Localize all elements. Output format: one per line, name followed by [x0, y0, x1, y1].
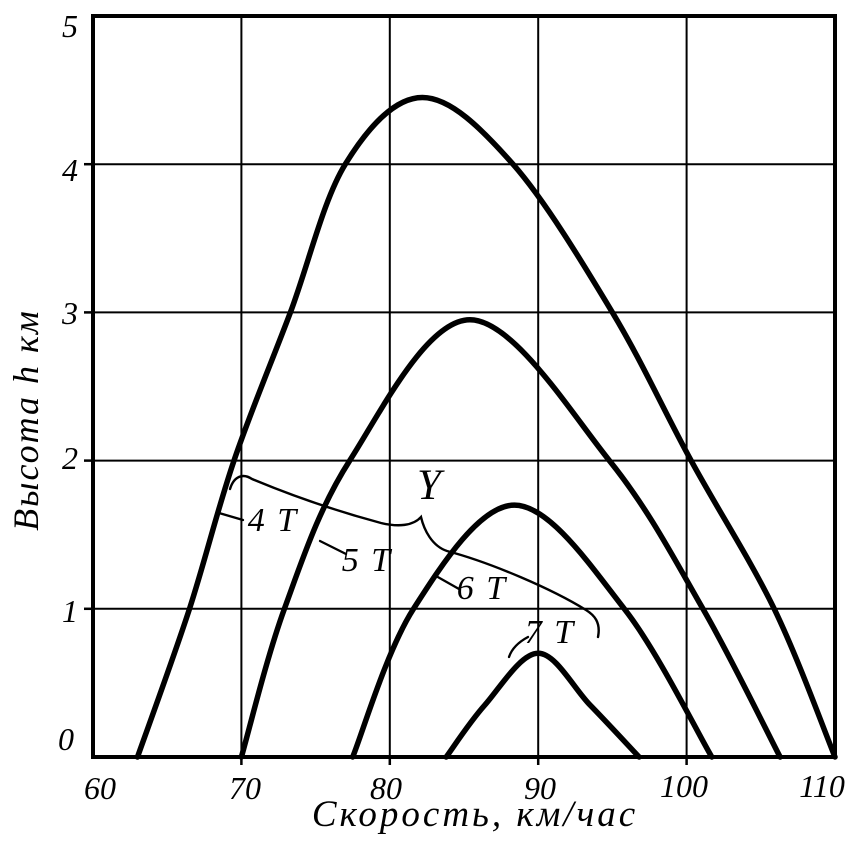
y-tick-label-2: 2	[62, 440, 78, 476]
curve-label-7t: 7 Т	[524, 614, 576, 651]
x-tick-label-100: 100	[660, 768, 708, 804]
x-tick-label-60: 60	[84, 770, 116, 806]
y-tick-label-0: 0	[58, 721, 74, 757]
x-tick-label-70: 70	[229, 770, 261, 806]
y-tick-label-5: 5	[62, 8, 78, 44]
x-tick-label-80: 80	[370, 770, 402, 806]
y-tick-label-1: 1	[62, 593, 78, 629]
y-axis-title: Высота h км	[6, 309, 46, 531]
curve-label-5t: 5 Т	[341, 542, 393, 579]
y-tick-label-3: 3	[62, 295, 78, 331]
curve-6t	[349, 502, 715, 760]
x-axis-title: Скорость, км/час	[311, 794, 639, 835]
group-label: Y	[417, 462, 441, 509]
leader-6t	[434, 574, 461, 591]
leader-7t	[507, 635, 530, 659]
leader-4t	[217, 511, 245, 522]
curve-label-4t: 4 Т	[247, 502, 299, 539]
y-tick-label-4: 4	[62, 152, 78, 188]
curve-5t	[238, 317, 783, 760]
curve-4t	[134, 94, 838, 760]
leader-5t	[318, 539, 348, 556]
x-tick-label-110: 110	[799, 768, 845, 804]
group-brace-leader	[228, 474, 600, 639]
x-tick-label-90: 90	[524, 770, 556, 806]
curve-7t	[443, 650, 642, 760]
curve-label-6t: 6 Т	[456, 570, 508, 607]
plot-border	[91, 14, 837, 759]
